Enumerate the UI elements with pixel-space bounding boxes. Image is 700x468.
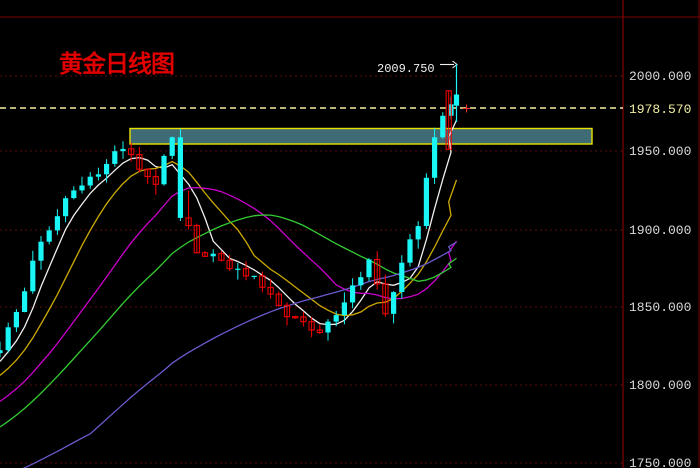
svg-text:1850.000: 1850.000	[629, 300, 691, 315]
svg-text:1900.000: 1900.000	[629, 223, 691, 238]
svg-text:1978.570: 1978.570	[629, 102, 691, 117]
svg-text:1800.000: 1800.000	[629, 378, 691, 393]
svg-text:2000.000: 2000.000	[629, 69, 691, 84]
svg-text:1950.000: 1950.000	[629, 144, 691, 159]
svg-text:1750.000: 1750.000	[629, 456, 691, 468]
svg-text:2009.750: 2009.750	[377, 62, 435, 76]
